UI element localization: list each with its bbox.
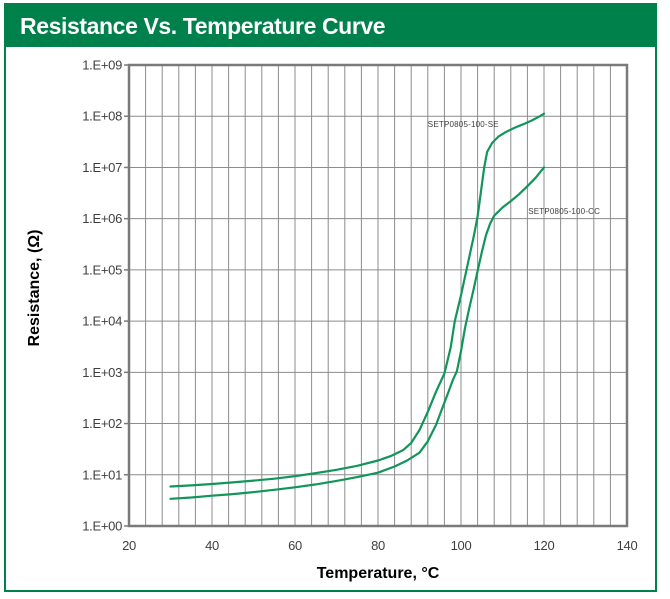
y-tick-label: 1.E+00 — [82, 519, 122, 534]
page-title: Resistance Vs. Temperature Curve — [20, 12, 386, 39]
plot-frame — [127, 63, 629, 528]
y-tick-label: 1.E+03 — [82, 365, 122, 380]
grid-layer — [124, 64, 628, 527]
y-tick-label: 1.E+06 — [82, 211, 122, 226]
x-tick-label: 60 — [288, 538, 302, 553]
series-annotation: SETP0805-100-SE — [428, 120, 499, 129]
x-tick-label: 80 — [371, 538, 385, 553]
tick-labels-layer: 20 40 60 80 100 120 140 1.E+00 1.E+01 1.E+02 1.E+0… — [82, 58, 638, 554]
y-tick-label: 1.E+07 — [82, 160, 122, 175]
y-tick-label: 1.E+01 — [82, 467, 122, 482]
chart-header: Resistance Vs. Temperature Curve — [6, 5, 655, 47]
annotations-layer: SETP0805-100-SE SETP0805-100-CC — [428, 120, 600, 216]
y-axis-title: Resistance, (Ω) — [26, 229, 43, 347]
x-tick-label: 120 — [534, 538, 555, 553]
y-tick-label: 1.E+02 — [82, 416, 122, 431]
x-axis-title: Temperature, °C — [316, 565, 440, 582]
series-layer — [169, 112, 546, 500]
y-tick-label: 1.E+04 — [82, 314, 122, 329]
frame-layer — [127, 63, 629, 528]
y-tick-label: 1.E+09 — [82, 58, 122, 73]
x-tick-label: 40 — [205, 538, 219, 553]
x-tick-label: 140 — [617, 538, 638, 553]
series-annotation: SETP0805-100-CC — [528, 207, 600, 216]
x-tick-label: 20 — [122, 538, 136, 553]
y-tick-label: 1.E+05 — [82, 262, 122, 277]
curve-setp0805-100-cc — [169, 166, 546, 500]
y-tick-label: 1.E+08 — [82, 109, 122, 124]
chart-card: Resistance Vs. Temperature Curve 20 40 60 8… — [4, 3, 657, 592]
curve-setp0805-100-se — [169, 112, 546, 488]
x-tick-label: 100 — [451, 538, 472, 553]
chart-canvas: 20 40 60 80 100 120 140 1.E+00 1.E+01 1.E+02 1.E+0… — [82, 58, 638, 554]
